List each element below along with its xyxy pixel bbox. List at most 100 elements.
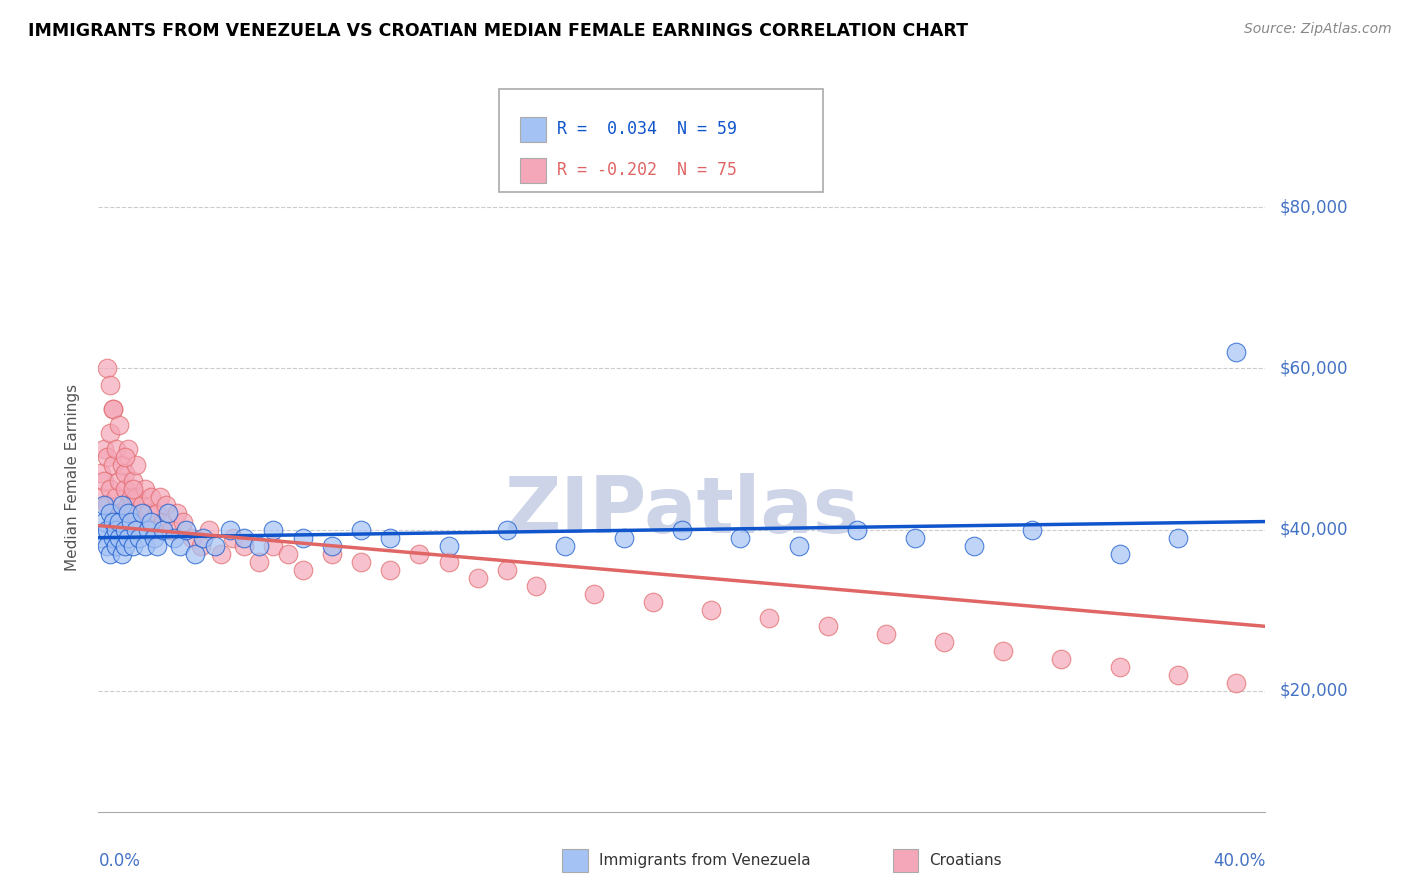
Point: [209, 547, 232, 561]
Point: [93, 475, 115, 489]
Point: [204, 539, 226, 553]
Point: [277, 547, 299, 561]
Point: [218, 523, 240, 537]
Point: [233, 531, 256, 545]
Point: [98, 507, 121, 521]
Point: [169, 539, 191, 553]
Point: [991, 643, 1014, 657]
Point: [128, 531, 150, 545]
Text: 0.0%: 0.0%: [98, 852, 141, 870]
Point: [247, 555, 270, 569]
Point: [700, 603, 723, 617]
Point: [114, 466, 136, 480]
Point: [98, 483, 121, 497]
Point: [641, 595, 664, 609]
Point: [193, 531, 215, 545]
Text: R = -0.202  N = 75: R = -0.202 N = 75: [557, 161, 737, 179]
Point: [583, 587, 606, 601]
Point: [139, 515, 162, 529]
Text: Immigrants from Venezuela: Immigrants from Venezuela: [599, 854, 811, 868]
Point: [495, 523, 517, 537]
Point: [93, 515, 115, 529]
Point: [122, 539, 145, 553]
Point: [817, 619, 839, 633]
Point: [90, 466, 112, 480]
Point: [495, 563, 517, 577]
Point: [90, 531, 112, 545]
Point: [111, 458, 134, 472]
Point: [554, 539, 576, 553]
Point: [174, 523, 197, 537]
Point: [96, 361, 118, 376]
Point: [172, 515, 194, 529]
Point: [1167, 667, 1189, 681]
Point: [104, 491, 127, 505]
Point: [875, 627, 897, 641]
Point: [101, 458, 124, 472]
Text: $60,000: $60,000: [1279, 359, 1348, 377]
Point: [1108, 659, 1130, 673]
Point: [96, 523, 118, 537]
Point: [93, 442, 115, 456]
Point: [120, 515, 142, 529]
Point: [104, 523, 127, 537]
Point: [180, 531, 202, 545]
Point: [101, 507, 124, 521]
Point: [117, 499, 139, 513]
Text: R =  0.034  N = 59: R = 0.034 N = 59: [557, 120, 737, 138]
Point: [524, 579, 547, 593]
Point: [190, 539, 212, 553]
Point: [122, 483, 145, 497]
Point: [125, 491, 148, 505]
Point: [117, 507, 139, 521]
Text: ZIPatlas: ZIPatlas: [505, 473, 859, 549]
Point: [139, 491, 162, 505]
Point: [111, 547, 134, 561]
Text: IMMIGRANTS FROM VENEZUELA VS CROATIAN MEDIAN FEMALE EARNINGS CORRELATION CHART: IMMIGRANTS FROM VENEZUELA VS CROATIAN ME…: [28, 22, 969, 40]
Point: [134, 483, 156, 497]
Point: [1021, 523, 1043, 537]
Point: [96, 539, 118, 553]
Point: [845, 523, 868, 537]
Point: [114, 483, 136, 497]
Point: [98, 547, 121, 561]
Point: [128, 515, 150, 529]
Point: [131, 507, 153, 521]
Text: Source: ZipAtlas.com: Source: ZipAtlas.com: [1244, 22, 1392, 37]
Point: [117, 531, 139, 545]
Point: [152, 515, 174, 529]
Point: [291, 563, 314, 577]
Point: [90, 491, 112, 505]
Point: [221, 531, 243, 545]
Point: [101, 515, 124, 529]
Point: [96, 450, 118, 464]
Point: [291, 531, 314, 545]
Point: [1167, 531, 1189, 545]
Point: [114, 539, 136, 553]
Point: [378, 563, 402, 577]
Point: [122, 475, 145, 489]
Point: [146, 507, 169, 521]
Point: [104, 442, 127, 456]
Point: [1225, 345, 1247, 359]
Point: [120, 491, 142, 505]
Point: [93, 499, 115, 513]
Text: $80,000: $80,000: [1279, 198, 1348, 216]
Point: [408, 547, 430, 561]
Point: [136, 523, 159, 537]
Point: [96, 499, 118, 513]
Point: [117, 442, 139, 456]
Point: [108, 475, 131, 489]
Point: [1108, 547, 1130, 561]
Point: [1225, 675, 1247, 690]
Point: [350, 555, 373, 569]
Point: [101, 401, 124, 416]
Point: [934, 635, 956, 649]
Point: [104, 539, 127, 553]
Point: [125, 523, 148, 537]
Point: [1050, 651, 1073, 665]
Point: [728, 531, 751, 545]
Point: [758, 611, 780, 625]
Point: [467, 571, 489, 585]
Point: [142, 531, 165, 545]
